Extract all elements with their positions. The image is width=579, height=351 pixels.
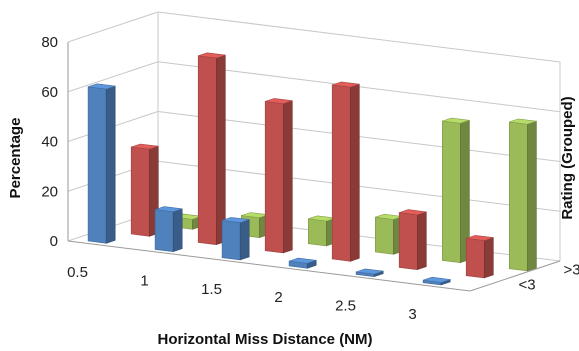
x-tick-label: 2 bbox=[274, 289, 282, 306]
bar-front-face bbox=[154, 209, 174, 252]
bar bbox=[221, 217, 250, 261]
bar-top-face bbox=[466, 235, 494, 241]
bar-side-face bbox=[416, 211, 427, 271]
bar bbox=[130, 143, 159, 237]
bar-front-face bbox=[508, 121, 528, 272]
x-tick-label: 0.5 bbox=[67, 264, 88, 281]
bar bbox=[355, 268, 384, 278]
bar-front-face bbox=[374, 216, 394, 255]
bar-front-face bbox=[197, 55, 217, 245]
depth-tick-label: >3 bbox=[564, 262, 579, 279]
bar-top-face bbox=[423, 276, 451, 283]
bar-side-face bbox=[172, 208, 183, 253]
bar-side-face bbox=[282, 100, 293, 254]
x-axis-line bbox=[67, 240, 471, 292]
depth-axis-title: Rating (Grouped) bbox=[559, 96, 576, 219]
bar bbox=[331, 81, 360, 262]
bar-front-face bbox=[307, 218, 327, 247]
y-tick-label: 60 bbox=[41, 84, 58, 101]
bar-front-face bbox=[331, 84, 351, 262]
bar bbox=[264, 98, 293, 254]
y-tick-label: 0 bbox=[50, 233, 58, 250]
back-wall-gridline bbox=[157, 11, 561, 63]
x-axis-title: Horizontal Miss Distance (NM) bbox=[157, 331, 372, 348]
x-tick-label: 1.5 bbox=[201, 281, 222, 298]
y-axis-title: Percentage bbox=[7, 118, 24, 199]
bar-front-face bbox=[441, 120, 461, 263]
bar bbox=[422, 276, 451, 286]
bar bbox=[87, 83, 116, 244]
bar-side-face bbox=[483, 237, 494, 279]
y-tick-label: 80 bbox=[41, 34, 58, 51]
bar bbox=[374, 213, 403, 255]
bar-top-face bbox=[131, 143, 159, 150]
depth-tick-label: <3 bbox=[519, 277, 536, 294]
x-tick-label: 1 bbox=[140, 273, 148, 290]
bar bbox=[197, 52, 226, 246]
labels-layer: Percentage Rating (Grouped) Horizontal M… bbox=[7, 34, 579, 348]
bar-top-face bbox=[442, 117, 470, 124]
y-tick-label: 20 bbox=[41, 183, 58, 200]
bar bbox=[154, 206, 183, 253]
bar-side-face bbox=[216, 54, 226, 246]
bar-top-face bbox=[155, 206, 183, 213]
bar-side-face bbox=[239, 219, 250, 261]
y-tick-label: 40 bbox=[41, 134, 58, 151]
bar bbox=[465, 235, 494, 279]
bar bbox=[288, 257, 317, 269]
bar-top-face bbox=[88, 83, 116, 90]
depth-axis-line bbox=[469, 260, 561, 292]
bar bbox=[508, 118, 537, 272]
side-wall-gridline bbox=[67, 11, 159, 43]
bar-top-face bbox=[289, 257, 317, 264]
bar bbox=[307, 215, 336, 247]
bars-layer bbox=[87, 52, 537, 286]
bar-front-face bbox=[264, 101, 284, 254]
bar-side-face bbox=[349, 83, 360, 262]
bar-top-face bbox=[509, 118, 537, 125]
x-tick-label: 2.5 bbox=[335, 298, 356, 315]
bar-top-face bbox=[332, 81, 360, 88]
bar-front-face bbox=[87, 86, 107, 244]
bar-side-face bbox=[527, 120, 537, 272]
bar bbox=[398, 209, 427, 271]
bar-top-face bbox=[198, 52, 226, 59]
bar-front-face bbox=[130, 146, 150, 237]
bar-front-face bbox=[465, 238, 485, 279]
bar-top-face bbox=[356, 268, 384, 275]
bar-top-face bbox=[222, 217, 250, 223]
side-wall-gridline bbox=[67, 61, 159, 93]
bar-side-face bbox=[105, 85, 116, 244]
x-tick-label: 3 bbox=[408, 306, 416, 323]
bar-top-face bbox=[265, 98, 293, 105]
bar-top-face bbox=[399, 209, 427, 216]
bar-front-face bbox=[221, 220, 241, 261]
bar bbox=[441, 117, 470, 264]
bar-front-face bbox=[398, 212, 418, 270]
